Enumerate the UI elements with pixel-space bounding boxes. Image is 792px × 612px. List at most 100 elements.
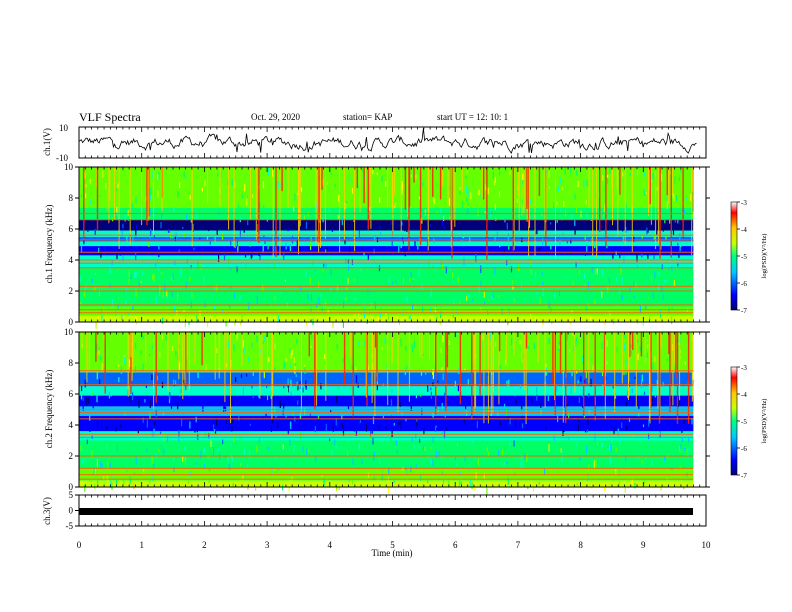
spectrogram-speckle bbox=[270, 426, 272, 432]
spectrogram-speckle bbox=[183, 379, 185, 384]
spectrogram-speckle bbox=[310, 305, 312, 312]
spectrogram-speckle bbox=[677, 242, 679, 246]
spectrogram-speckle bbox=[508, 244, 510, 250]
spectrogram-speckle bbox=[272, 417, 274, 424]
spectrogram-speckle bbox=[613, 169, 615, 177]
spectrogram-speckle bbox=[471, 486, 473, 489]
spectrogram-speckle bbox=[285, 409, 287, 418]
spectrogram-speckle bbox=[520, 461, 522, 469]
spectrogram-speckle bbox=[249, 423, 251, 426]
spectrogram-speckle bbox=[597, 442, 599, 445]
sferic-streak bbox=[583, 332, 585, 417]
spectrogram-speckle bbox=[378, 425, 380, 430]
spectrogram-speckle bbox=[128, 270, 130, 278]
spectrogram-speckle bbox=[314, 282, 316, 288]
spectrogram-speckle bbox=[651, 258, 653, 261]
spectrogram-speckle bbox=[654, 271, 656, 278]
spectrogram-speckle bbox=[252, 369, 254, 376]
spectrogram-speckle bbox=[556, 201, 558, 206]
spectrogram-speckle bbox=[264, 241, 266, 245]
spectrogram-speckle bbox=[228, 464, 230, 469]
spectrogram-speckle bbox=[157, 190, 159, 198]
narrowband-line bbox=[79, 239, 694, 241]
spectrogram-speckle bbox=[322, 270, 324, 273]
spectrogram-speckle bbox=[589, 316, 592, 320]
spectrogram-speckle bbox=[441, 432, 443, 435]
spectrogram-speckle bbox=[422, 353, 424, 356]
spectrogram-speckle bbox=[161, 317, 164, 324]
spectrogram-speckle bbox=[481, 207, 483, 211]
spectrogram-speckle bbox=[641, 454, 643, 461]
spectrogram-speckle bbox=[602, 175, 604, 181]
spectrogram-speckle bbox=[400, 421, 402, 426]
sferic-streak bbox=[513, 332, 515, 356]
spectrogram-speckle bbox=[184, 446, 186, 451]
spectrogram-speckle bbox=[293, 356, 295, 364]
spectrogram-speckle bbox=[478, 286, 480, 293]
spectrogram-speckle bbox=[225, 363, 227, 368]
sferic-streak bbox=[129, 167, 131, 245]
spectrogram-speckle bbox=[608, 278, 610, 284]
sferic-streak bbox=[614, 332, 616, 413]
spectrogram-speckle bbox=[142, 363, 144, 371]
spectrogram-speckle bbox=[171, 345, 174, 352]
sferic-streak bbox=[446, 332, 449, 368]
spectrogram-speckle bbox=[587, 281, 590, 290]
spectrogram-speckle bbox=[587, 393, 590, 398]
spectrogram-speckle bbox=[510, 266, 513, 273]
spectrogram-speckle bbox=[443, 226, 445, 229]
spectrogram-speckle bbox=[522, 376, 524, 381]
spectrogram-speckle bbox=[453, 299, 455, 304]
spectrogram-speckle bbox=[355, 461, 357, 469]
spectrogram-speckle bbox=[96, 372, 98, 380]
spectrogram-speckle bbox=[388, 467, 390, 475]
spectrogram-speckle bbox=[459, 186, 461, 190]
spectrogram-speckle bbox=[661, 285, 663, 293]
spectrogram-speckle bbox=[381, 474, 383, 481]
spectrogram-speckle bbox=[390, 415, 393, 421]
spectrogram-speckle bbox=[85, 459, 87, 464]
sferic-streak bbox=[523, 167, 525, 215]
spectrogram-speckle bbox=[540, 403, 542, 409]
spectrogram-speckle bbox=[433, 198, 435, 205]
spectrogram-speckle bbox=[355, 429, 357, 436]
spectrogram-speckle bbox=[467, 189, 469, 197]
spectrogram-speckle bbox=[353, 427, 355, 432]
spectrogram-speckle bbox=[386, 365, 388, 369]
spectrogram-speckle bbox=[497, 411, 499, 416]
spectrogram-speckle bbox=[100, 308, 103, 314]
sferic-streak bbox=[603, 332, 606, 396]
spectrogram-speckle bbox=[633, 236, 635, 242]
spectrogram-speckle bbox=[159, 284, 161, 291]
start-time-label: start UT = 12: 10: 1 bbox=[437, 112, 509, 122]
spectrogram-speckle bbox=[442, 479, 445, 484]
spectrogram-speckle bbox=[289, 244, 291, 249]
spectrogram-speckle bbox=[116, 446, 118, 451]
spectrogram-speckle bbox=[150, 355, 153, 363]
spectrogram-speckle bbox=[325, 299, 327, 307]
sferic-streak bbox=[259, 332, 261, 399]
spectrogram-speckle bbox=[359, 222, 361, 229]
sferic-streak bbox=[672, 332, 674, 406]
sferic-streak bbox=[616, 167, 618, 188]
spectrogram-speckle bbox=[615, 468, 617, 475]
spectrogram-speckle bbox=[242, 311, 244, 317]
spectrogram-speckle bbox=[98, 347, 101, 350]
spectrogram-speckle bbox=[479, 194, 481, 197]
spectrogram-speckle bbox=[128, 313, 130, 316]
spectrogram-speckle bbox=[626, 425, 628, 430]
spectrogram-speckle bbox=[541, 212, 543, 217]
spectrogram-speckle bbox=[415, 438, 417, 446]
spectrogram-speckle bbox=[505, 407, 508, 416]
spectrogram-speckle bbox=[100, 252, 102, 258]
spectrogram-speckle bbox=[297, 383, 299, 391]
spectrogram-speckle bbox=[311, 338, 313, 344]
spectrogram-speckle bbox=[674, 176, 676, 185]
ch1-frequency-ylabel: ch.1 Frequency (kHz) bbox=[44, 205, 54, 284]
spectrogram-speckle bbox=[193, 316, 195, 319]
sferic-streak bbox=[428, 332, 430, 360]
spectrogram-speckle bbox=[437, 185, 439, 192]
spectrogram-speckle bbox=[217, 173, 219, 177]
spectrogram-speckle bbox=[189, 421, 191, 429]
spectrogram-speckle bbox=[546, 341, 548, 345]
